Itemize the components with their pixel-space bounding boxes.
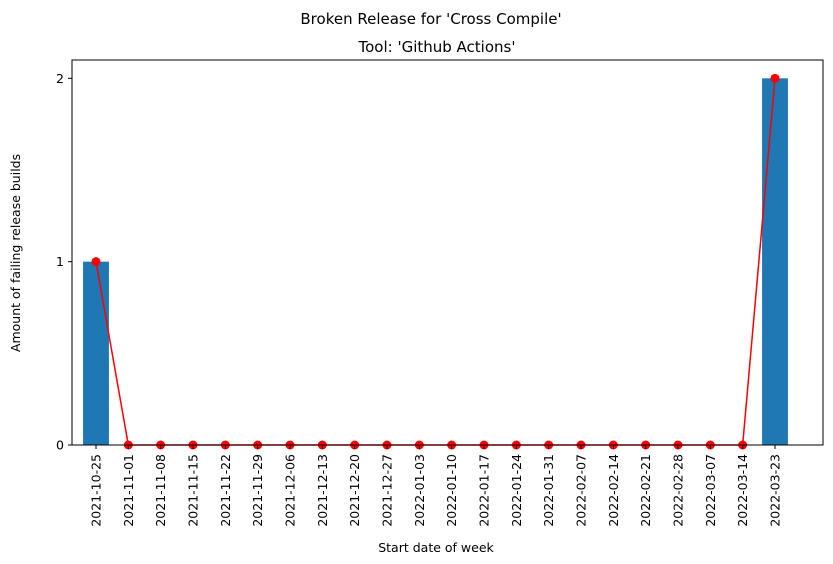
series-line [95, 78, 776, 446]
x-tick-label: 2022-01-24 [509, 454, 524, 527]
chart-title: Broken Release for 'Cross Compile' [300, 10, 561, 28]
x-tick-label: 2022-03-07 [703, 454, 718, 527]
bar [762, 78, 788, 445]
y-tick-label: 0 [56, 438, 64, 453]
x-tick-label: 2021-12-06 [283, 454, 298, 527]
x-tick-label: 2021-11-22 [218, 454, 233, 527]
x-tick-label: 2022-02-14 [606, 454, 621, 527]
x-tick-label: 2021-11-08 [153, 454, 168, 527]
x-tick-label: 2022-02-07 [574, 454, 589, 527]
x-tick-label: 2022-01-31 [541, 454, 556, 527]
x-tick-label: 2021-12-13 [315, 454, 330, 527]
x-tick-label: 2022-01-03 [412, 454, 427, 527]
data-point [770, 73, 780, 83]
x-tick-label: 2022-02-21 [638, 454, 653, 527]
markers-group [91, 73, 780, 450]
x-tick-label: 2022-03-14 [735, 454, 750, 527]
x-tick-label: 2022-02-28 [671, 454, 686, 527]
x-tick-label: 2022-01-10 [444, 454, 459, 527]
chart-subtitle: Tool: 'Github Actions' [358, 38, 516, 56]
plot-frame [71, 59, 824, 446]
x-tick-label: 2021-11-29 [250, 454, 265, 527]
y-axis-ticks: 0 1 2 [56, 71, 72, 453]
bar [83, 261, 109, 445]
bars-group [83, 78, 788, 445]
y-tick-label: 1 [56, 254, 64, 269]
x-axis-label: Start date of week [378, 540, 494, 555]
x-tick-label: 2021-11-01 [121, 454, 136, 527]
x-tick-label: 2022-01-17 [477, 454, 492, 527]
x-tick-label: 2021-10-25 [89, 454, 104, 527]
x-tick-label: 2021-12-20 [347, 454, 362, 527]
x-axis-ticks: 2021-10-25 2021-11-01 2021-11-08 2021-11-15… [89, 445, 783, 527]
x-tick-label: 2021-12-27 [380, 454, 395, 527]
x-tick-label: 2022-03-23 [768, 454, 783, 527]
line-group [95, 78, 776, 446]
y-axis-label: Amount of failing release builds [8, 154, 23, 352]
data-point [91, 257, 101, 267]
y-tick-label: 2 [56, 71, 64, 86]
x-tick-label: 2021-11-15 [186, 454, 201, 527]
